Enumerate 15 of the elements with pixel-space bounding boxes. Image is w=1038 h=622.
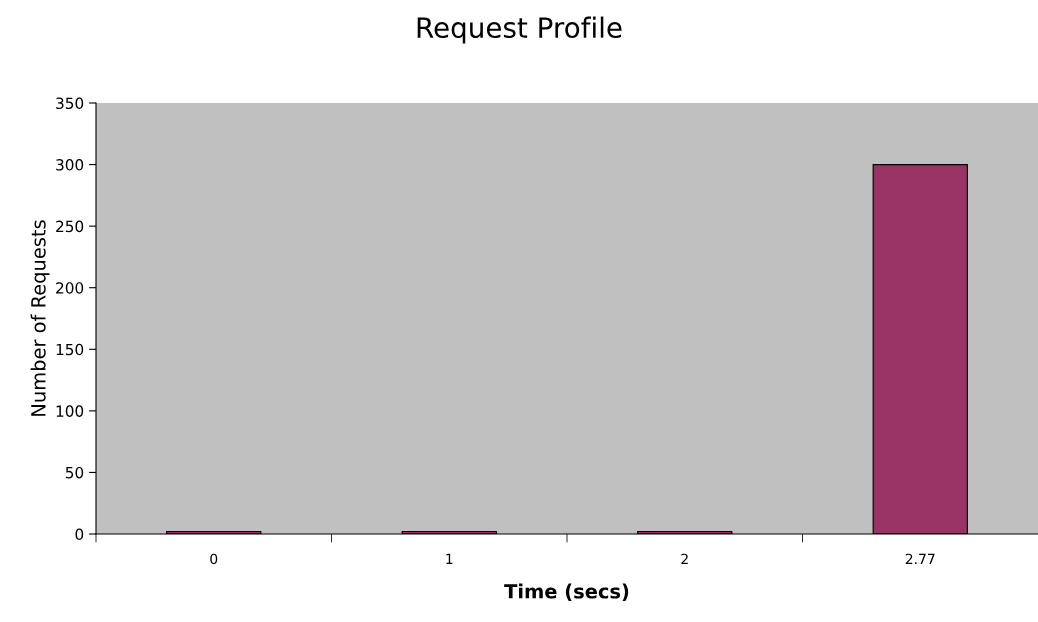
y-tick-label: 150 [56, 343, 84, 356]
chart-title: Request Profile [417, 16, 622, 44]
x-tick-label: 2.77 [905, 553, 935, 564]
y-tick-label: 250 [56, 220, 84, 233]
x-axis-title: Time (secs) [504, 583, 629, 601]
y-tick-label: 100 [56, 405, 84, 417]
y-tick-label: 200 [56, 282, 84, 294]
x-tick-label: 2 [681, 553, 688, 564]
y-tick-label: 50 [65, 466, 84, 479]
x-tick-label: 0 [210, 553, 218, 565]
y-axis-title: Number of Requests [30, 220, 50, 416]
y-tick-label: 350 [56, 97, 84, 110]
x-tick-label: 1 [446, 553, 453, 564]
y-tick-label: 300 [56, 159, 84, 171]
y-tick-label: 0 [75, 528, 84, 541]
